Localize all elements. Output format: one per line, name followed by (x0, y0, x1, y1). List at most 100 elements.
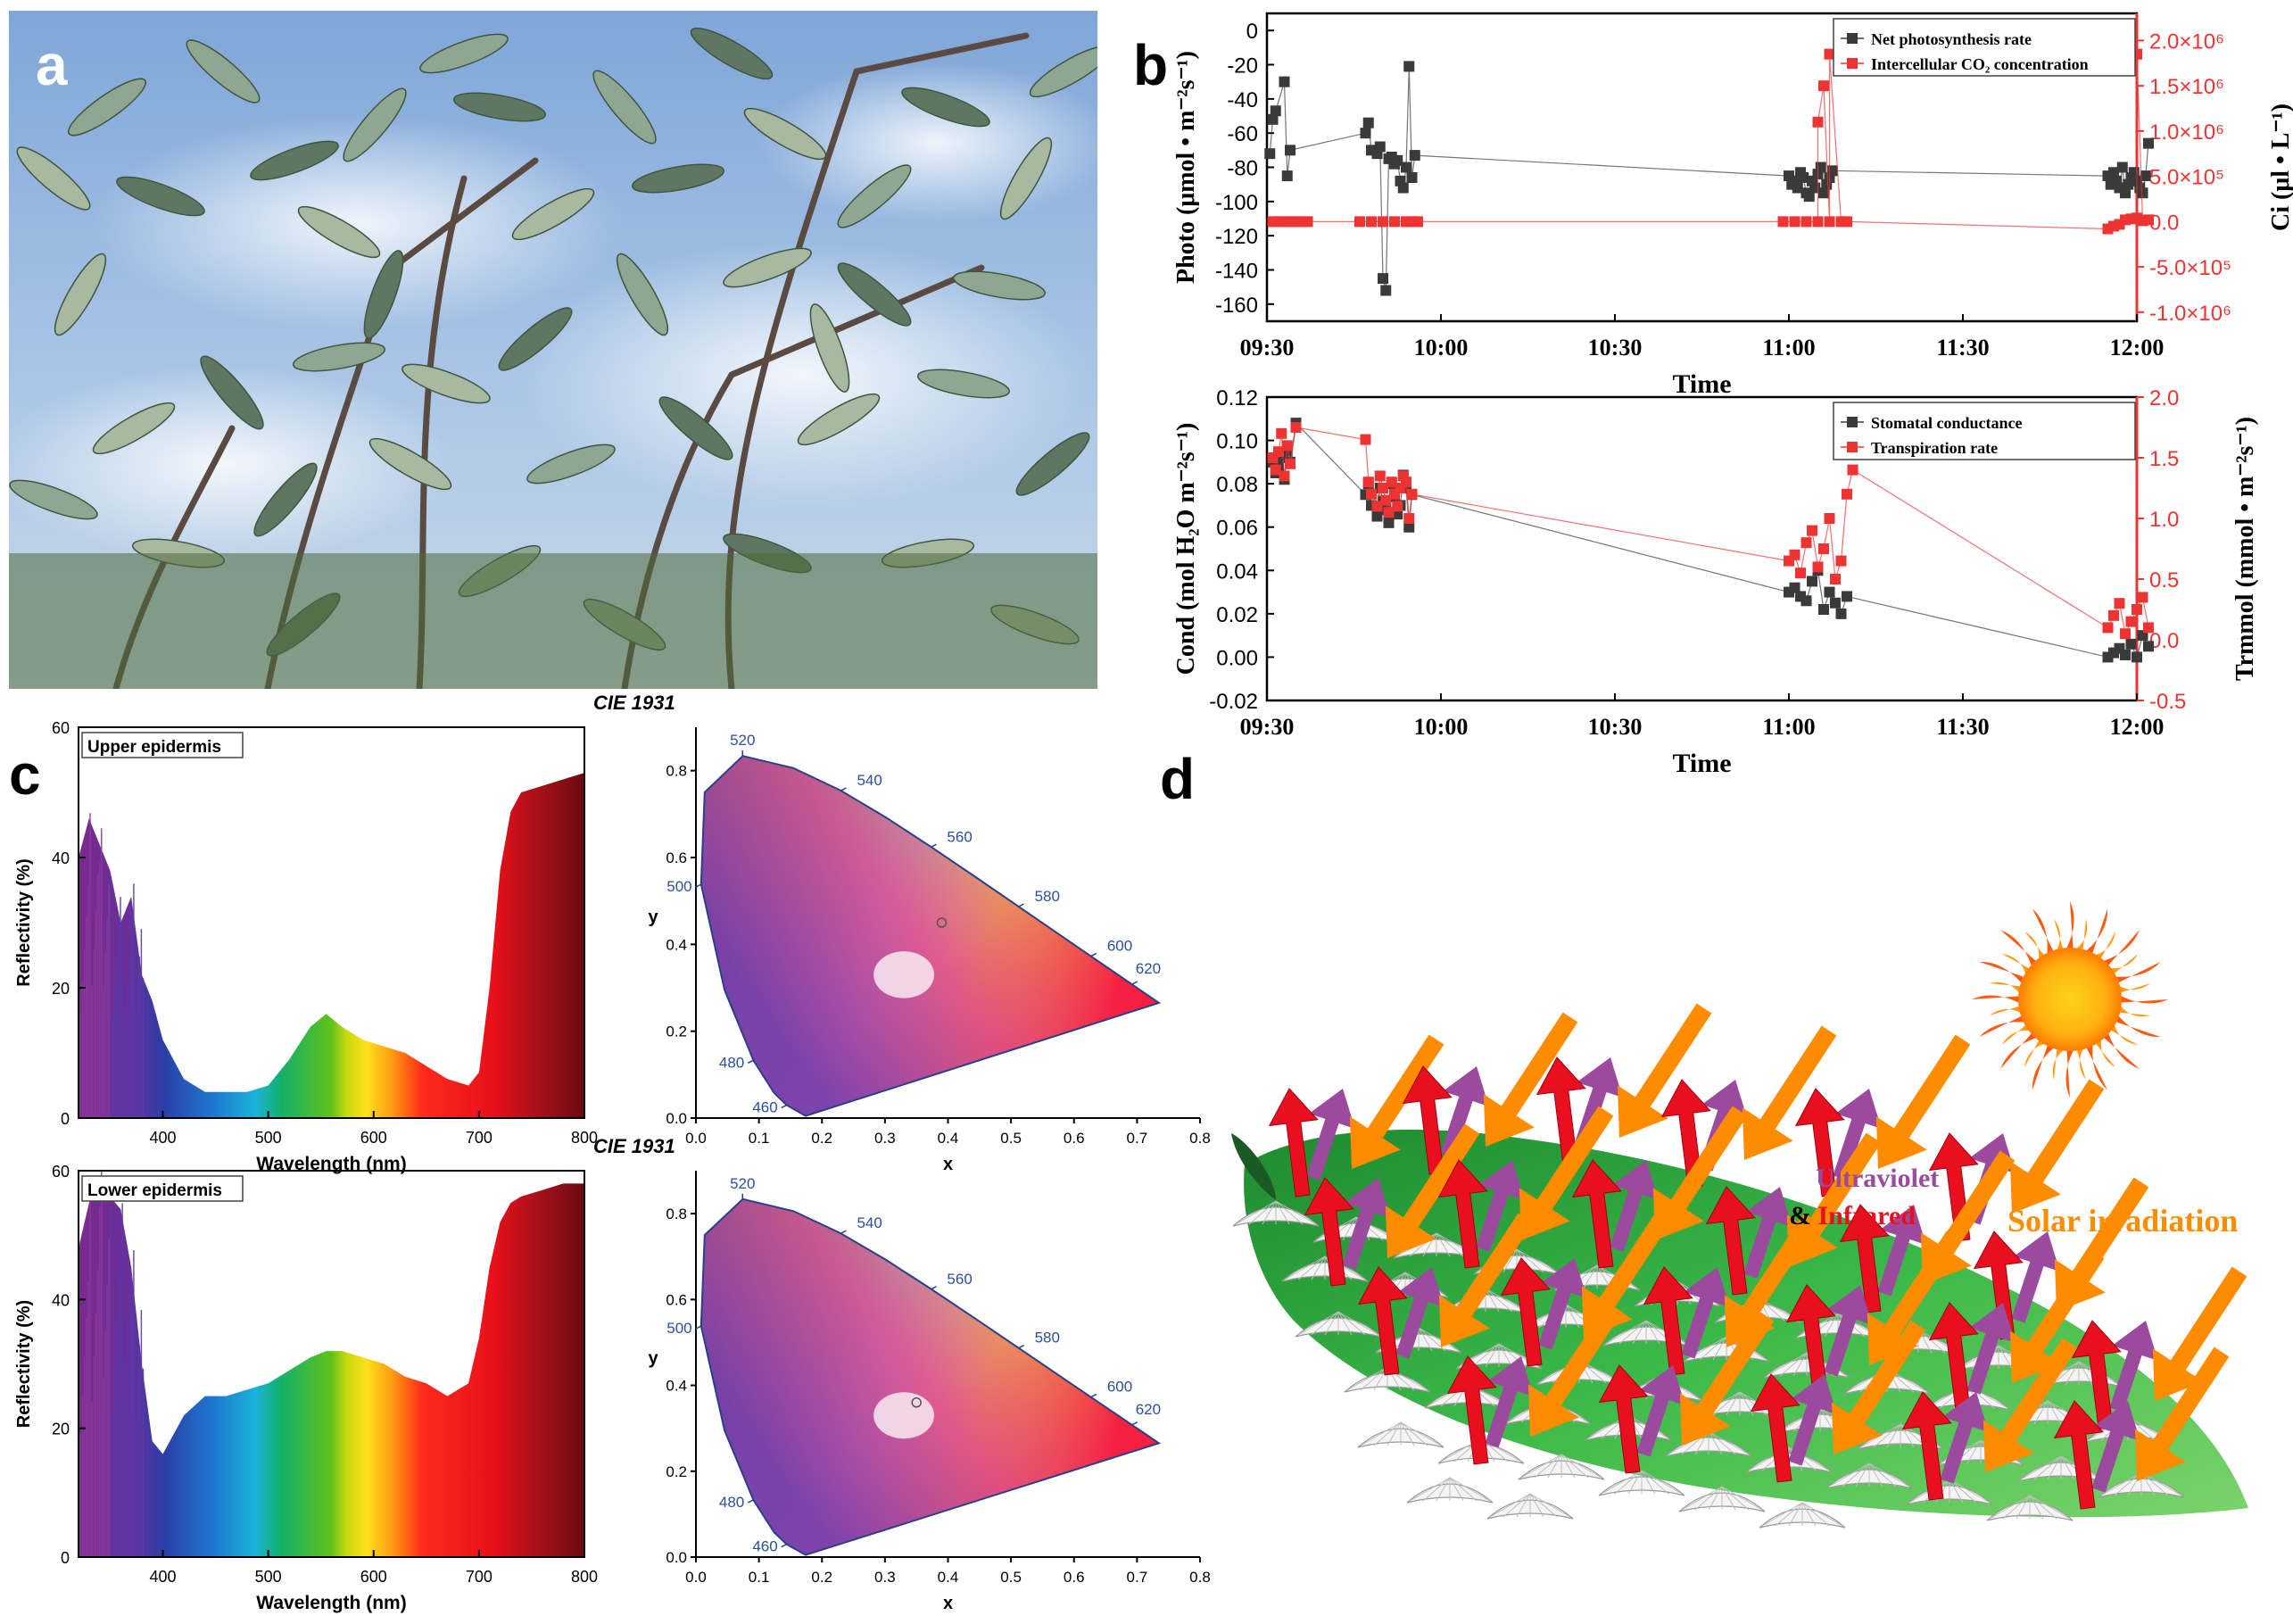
cie-locus (699, 1197, 1162, 1556)
umbrella-rib (1712, 1336, 1727, 1361)
data-point (1835, 555, 1847, 567)
y2-tick-label: 1.5 (2149, 447, 2179, 471)
data-point (1798, 172, 1809, 183)
umbrella-rib (2029, 1495, 2057, 1520)
y2-tick-label: 1.0×10⁶ (2149, 120, 2224, 145)
ultraviolet-arrow (1788, 1374, 1837, 1466)
umbrella-rib (1422, 1477, 1451, 1502)
y-tick-label: 20 (52, 980, 70, 998)
photo-leaf (253, 462, 318, 537)
y-tick-label: 0 (61, 1110, 70, 1128)
umbrella-rib (1422, 1232, 1437, 1257)
data-point (1386, 476, 1397, 488)
wavelength-label: 520 (730, 1175, 755, 1192)
y-tick-label: 60 (52, 719, 70, 737)
title-box (81, 732, 244, 758)
umbrella-rib (1502, 1493, 1531, 1518)
chart-title: Upper epidermis (87, 738, 221, 757)
data-point (1842, 591, 1852, 602)
y-tick-label: 0.10 (1216, 430, 1258, 454)
spectrum-area (79, 773, 584, 1118)
wavelength-tick (747, 1059, 754, 1064)
wavelength-label: 620 (1136, 960, 1161, 977)
x-tick-label: 0.7 (1127, 1130, 1148, 1147)
umbrella-rib (1788, 1502, 1803, 1527)
sun-ray (2032, 1046, 2054, 1090)
umbrella-rib (1868, 1462, 1883, 1487)
wavelength-tick (781, 1104, 788, 1109)
umbrella-rib (2047, 1400, 2062, 1425)
leaf-photo (9, 11, 1097, 689)
legend-marker (1847, 417, 1858, 427)
solar-arrow (1742, 1025, 1837, 1160)
data-point (1362, 476, 1374, 488)
infrared-arrow (1785, 1284, 1836, 1394)
wavelength-tick (781, 1543, 788, 1548)
umbrella-rib (2065, 1361, 2080, 1386)
umbrella-rib (1235, 1200, 1277, 1225)
wavelength-label: 580 (1035, 888, 1060, 905)
panel-label-d: d (1160, 747, 1195, 811)
photo-leaf (200, 355, 264, 430)
umbrella-rib (1775, 1502, 1803, 1527)
cie-white-point (873, 951, 934, 998)
sun-ray (2065, 1050, 2074, 1098)
x-axis-title: x (943, 1155, 953, 1174)
sun-ray (2000, 1033, 2036, 1069)
solar-arrow (1438, 1213, 1534, 1347)
data-point (1360, 128, 1371, 139)
data-point (1281, 170, 1293, 182)
x-tick-label: 500 (255, 1568, 282, 1586)
umbrella-rib (1409, 1477, 1451, 1502)
title-box (81, 1175, 244, 1202)
wavelength-label: 520 (730, 732, 755, 749)
y2-tick-label: 1.0 (2149, 508, 2179, 532)
y-tick-label: 0.4 (666, 936, 687, 953)
umbrella-rib (1489, 1493, 1531, 1518)
data-point (1270, 464, 1281, 476)
x-tick-label: 0.1 (749, 1130, 770, 1147)
ultraviolet-arrow (1833, 1089, 1882, 1181)
umbrella-rib (1529, 1493, 1571, 1518)
x-tick-label: 0.4 (938, 1569, 959, 1586)
umbrella-rib (1632, 1320, 1647, 1345)
umbrella-rib (1989, 1495, 2031, 1520)
data-point (1366, 216, 1377, 228)
legend-marker (1847, 33, 1858, 44)
wavelength-tick (1131, 1421, 1138, 1426)
umbrella-rib (1565, 1304, 1580, 1329)
ultraviolet-arrow (1940, 1392, 1989, 1484)
chart-title: CIE 1931 (593, 692, 675, 714)
x-tick-label: 0.0 (685, 1130, 707, 1147)
wavelength-label: 460 (752, 1538, 777, 1555)
wavelength-label: 480 (719, 1494, 744, 1511)
umbrella-rib (1699, 1336, 1727, 1361)
series-line (1271, 427, 2149, 636)
umbrella-rib (1873, 1423, 1901, 1448)
umbrella-rib (1311, 1311, 1339, 1336)
wavelength-label: 540 (857, 772, 882, 789)
umbrella-rib (1641, 1470, 1656, 1495)
data-point (2140, 170, 2151, 182)
solar-arrow (1679, 1311, 1775, 1446)
data-point (2137, 187, 2148, 199)
photo-leaf (511, 187, 595, 241)
photo-leaf (9, 479, 98, 520)
data-point (2116, 162, 2128, 173)
x-tick-label: 700 (466, 1129, 493, 1147)
data-point (1378, 483, 1388, 493)
photo-leaf (723, 247, 812, 288)
ultraviolet-arrow (1636, 1365, 1685, 1457)
data-point (2143, 214, 2154, 226)
umbrella-rib (1801, 1502, 1843, 1527)
wavelength-label: 480 (719, 1054, 744, 1071)
umbrella-rib (1520, 1454, 1562, 1479)
umbrella-rib (1449, 1477, 1491, 1502)
umbrella-rib (1547, 1454, 1562, 1479)
photo-leaf (690, 27, 774, 80)
umbrella-rib (1373, 1421, 1402, 1446)
x-tick-label: 09:30 (1240, 714, 1295, 740)
y2-tick-label: 5.0×10⁵ (2149, 166, 2224, 190)
data-point (2143, 137, 2154, 149)
sun-ray (2104, 930, 2140, 965)
